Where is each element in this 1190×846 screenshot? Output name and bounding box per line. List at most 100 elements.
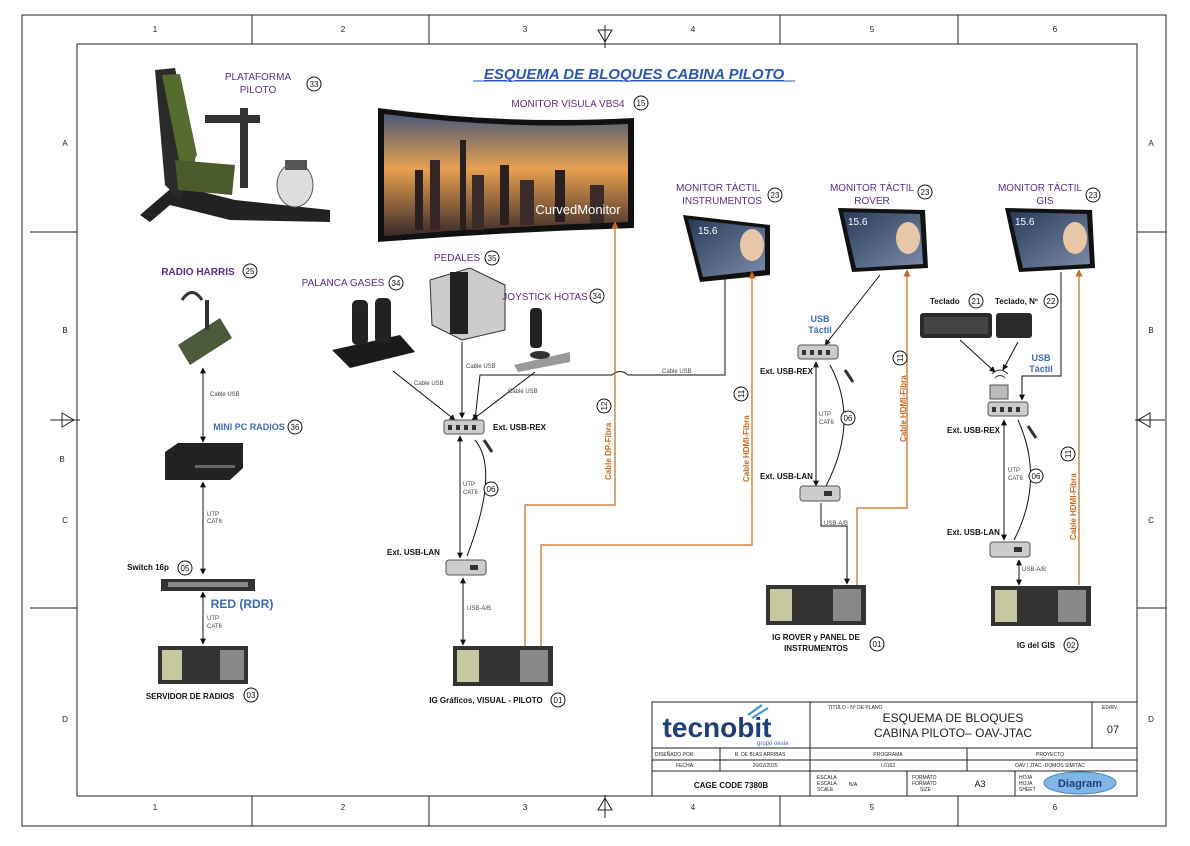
ext-usb-lan-1-label: Ext. USB-LAN bbox=[387, 548, 440, 557]
teclado-n-num: 22 bbox=[1047, 297, 1056, 306]
diagram-badge-text: Diagram bbox=[1058, 778, 1102, 790]
tb-escala-hdr1: ESCALA bbox=[817, 775, 837, 781]
tb-programa: I-0163 bbox=[881, 763, 895, 769]
ig-graficos-label: IG Gráficos, VISUAL - PILOTO bbox=[429, 696, 543, 705]
row-b-left: B bbox=[62, 326, 67, 335]
teclado-n-label: Teclado, Nº bbox=[995, 297, 1038, 306]
tb-formato: A3 bbox=[974, 779, 985, 789]
cable-dp-label: Cable DP-Fibra bbox=[604, 422, 613, 480]
tb-cage: CAGE CODE 7380B bbox=[694, 781, 768, 790]
col-5-bottom: 5 bbox=[870, 803, 875, 812]
joystick-image bbox=[514, 308, 570, 372]
utp-ctrl-1: UTP bbox=[463, 482, 475, 488]
servidor-label: SERVIDOR DE RADIOS bbox=[146, 692, 235, 701]
tb-proyecto: OAV / JTAC -DOMOS SIM/TAC bbox=[1015, 763, 1085, 769]
ext-usb-rex-2 bbox=[797, 344, 839, 360]
servidor-num: 03 bbox=[247, 691, 256, 700]
plataforma-label-2: PILOTO bbox=[240, 85, 277, 96]
monitor-rover-label-2: ROVER bbox=[854, 196, 890, 207]
cable-usb-palanca: Cable USB bbox=[414, 381, 444, 387]
ext-usb-lan-2-label: Ext. USB-LAN bbox=[760, 472, 813, 481]
row-a-right: A bbox=[1148, 139, 1154, 148]
row-c-right: C bbox=[1148, 516, 1154, 525]
diagram-badge: Diagram bbox=[1043, 771, 1117, 795]
switch-label: Switch 16p bbox=[127, 563, 169, 572]
switch-num: 05 bbox=[181, 564, 190, 573]
usb-tactil-rover-2: Táctil bbox=[808, 325, 832, 335]
row-a-left: A bbox=[62, 139, 68, 148]
monitor-instr-label-2: INSTRUMENTOS bbox=[682, 196, 762, 207]
cable-usb-pedales: Cable USB bbox=[466, 364, 496, 370]
diagram-title: ESQUEMA DE BLOQUES CABINA PILOTO bbox=[484, 66, 785, 83]
utp-red-2: CAT6 bbox=[207, 624, 223, 630]
monitor-gis-size: 15.6 bbox=[1015, 217, 1035, 228]
col-4-bottom: 4 bbox=[691, 803, 696, 812]
pedals-image bbox=[429, 267, 506, 341]
ig-graficos-image bbox=[453, 646, 553, 686]
tb-hoja-hdr3: SHEET bbox=[1019, 787, 1036, 793]
utp-ctrl-2: CAT6 bbox=[463, 490, 479, 496]
pedales-num: 35 bbox=[488, 254, 497, 263]
usb-ab-3: USB-A/B bbox=[1022, 567, 1046, 573]
ig-graficos-num: 01 bbox=[554, 696, 563, 705]
utp-rover-1: UTP bbox=[819, 412, 831, 418]
usb-tactil-rover-1: USB bbox=[810, 314, 830, 324]
monitor-gis-label-2: GIS bbox=[1036, 196, 1054, 207]
ext-usb-rex-2-label: Ext. USB-REX bbox=[760, 367, 814, 376]
row-d-right: D bbox=[1148, 715, 1154, 724]
ext-usb-lan-1 bbox=[445, 559, 487, 576]
palanca-num: 34 bbox=[392, 279, 401, 288]
num-11-rover: 11 bbox=[896, 353, 905, 362]
col-6-bottom: 6 bbox=[1053, 803, 1058, 812]
monitor-gis-label-1: MONITOR TÁCTIL bbox=[998, 181, 1083, 194]
row-d-left: D bbox=[62, 715, 68, 724]
utp-red-1: UTP bbox=[207, 616, 219, 622]
joystick-num: 34 bbox=[593, 292, 602, 301]
tb-title-line1: ESQUEMA DE BLOQUES bbox=[883, 711, 1024, 725]
cable-usb-monitor-instr: Cable USB bbox=[662, 369, 692, 375]
ext-usb-lan-3-label: Ext. USB-LAN bbox=[947, 528, 1000, 537]
ig-gis-num: 02 bbox=[1067, 641, 1076, 650]
monitor-gis-num: 23 bbox=[1089, 191, 1098, 200]
monitor-instr-size: 15.6 bbox=[698, 226, 718, 237]
plataforma-num: 33 bbox=[310, 80, 319, 89]
monitor-rover-size: 15.6 bbox=[848, 217, 868, 228]
tb-hoja-hdr1: HOJA bbox=[1019, 775, 1033, 781]
usb-ab-2: USB-A/B bbox=[824, 521, 848, 527]
col-3: 3 bbox=[523, 25, 528, 34]
curved-monitor-image: CurvedMonitor bbox=[378, 108, 634, 242]
servidor-radios-image bbox=[158, 646, 248, 684]
tb-formato-hdr3: SIZE bbox=[920, 787, 932, 793]
cable-usb-joystick: Cable USB bbox=[508, 389, 538, 395]
switch-image bbox=[161, 579, 255, 591]
ext-usb-rex-1 bbox=[443, 419, 485, 435]
plataforma-label-1: PLATAFORMA bbox=[225, 72, 292, 83]
row-b2-left: B bbox=[59, 455, 64, 464]
col-4: 4 bbox=[691, 25, 696, 34]
radio-num: 25 bbox=[246, 267, 255, 276]
ext-usb-lan-3 bbox=[989, 541, 1031, 558]
touch-monitor-instrumentos: 15.6 bbox=[683, 215, 770, 282]
cockpit-seat-image bbox=[140, 68, 330, 222]
ig-rover-num: 01 bbox=[873, 640, 882, 649]
utp-gis-2: CAT6 bbox=[1008, 476, 1024, 482]
tecnobit-logo-sub: grupo oesia bbox=[757, 741, 789, 747]
num-06-ctrl: 06 bbox=[487, 485, 496, 494]
tb-escala-hdr3: SCALE bbox=[817, 787, 834, 793]
usb-tactil-gis-1: USB bbox=[1031, 353, 1051, 363]
tb-proyecto-hdr: PROYECTO bbox=[1036, 752, 1064, 758]
tb-disenado: R. DE BLAS ARRIBAS bbox=[735, 752, 786, 758]
utp-rover-2: CAT6 bbox=[819, 420, 835, 426]
tb-titulo-hdr: TITULO - Nº DE PLANO bbox=[828, 705, 882, 711]
pedales-label: PEDALES bbox=[434, 253, 480, 264]
radio-label: RADIO HARRIS bbox=[161, 267, 235, 278]
mini-pc-image bbox=[165, 443, 243, 480]
ext-usb-lan-2 bbox=[799, 485, 841, 502]
ig-gis-label: IG del GIS bbox=[1017, 641, 1056, 650]
teclado-num: 21 bbox=[972, 297, 981, 306]
curved-monitor-text: CurvedMonitor bbox=[535, 202, 621, 217]
cable-hdmi-gis: Cable HDMI-Fibra bbox=[1069, 473, 1078, 540]
monitor-instr-label-1: MONITOR TÁCTIL bbox=[676, 181, 761, 194]
col-2: 2 bbox=[341, 25, 346, 34]
cable-usb-radio: Cable USB bbox=[210, 392, 240, 398]
